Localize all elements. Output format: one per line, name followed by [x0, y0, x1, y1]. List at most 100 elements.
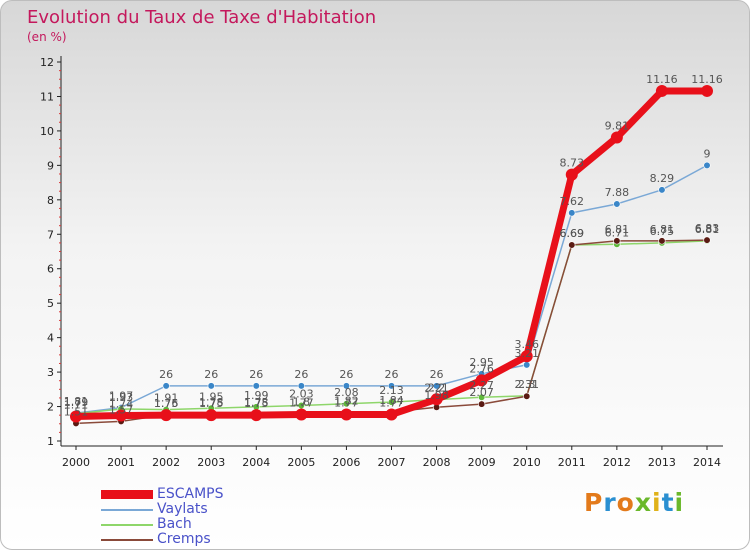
data-label-vaylats: 9 — [704, 147, 711, 160]
data-label-escamps: 8.73 — [560, 157, 585, 170]
data-point-escamps — [340, 408, 353, 421]
data-label-cremps: 1.57 — [109, 403, 134, 416]
legend-swatch-cremps — [101, 539, 153, 541]
data-label-cremps: 1.98 — [424, 389, 449, 402]
data-label-cremps: 1.78 — [244, 396, 269, 409]
data-label-bach: 6.81 — [695, 223, 720, 236]
data-label-escamps: 1.75 — [199, 397, 224, 410]
data-label-escamps: 9.81 — [605, 119, 630, 132]
x-tick-label: 2001 — [107, 456, 135, 469]
data-point-vaylats — [432, 382, 441, 390]
data-label-cremps: 6.69 — [560, 227, 585, 240]
data-point-vaylats — [703, 161, 711, 169]
data-label-bach: 1.93 — [109, 391, 134, 404]
y-tick-label: 9 — [47, 159, 54, 172]
data-label-escamps: 1.77 — [289, 396, 314, 409]
legend-label-escamps: ESCAMPS — [157, 486, 224, 502]
data-point-cremps — [478, 400, 486, 408]
data-point-vaylats — [523, 361, 531, 369]
data-label-bach: 1.95 — [199, 390, 224, 403]
data-label-bach: 1.91 — [154, 392, 179, 405]
y-tick-label: 12 — [40, 56, 54, 69]
data-label-bach: 6.75 — [650, 225, 675, 238]
data-label-vaylats: 7.62 — [560, 195, 585, 208]
data-point-vaylats — [568, 209, 576, 217]
legend-swatch-escamps — [101, 490, 153, 499]
data-label-escamps: 1.75 — [154, 397, 179, 410]
data-label-bach: 2.31 — [514, 378, 539, 391]
data-label-bach: 2.13 — [379, 384, 404, 397]
data-label-escamps: 2.21 — [424, 381, 449, 394]
data-point-escamps — [205, 409, 218, 422]
data-point-vaylats — [297, 382, 305, 390]
logo-letter: r — [603, 488, 617, 517]
x-tick-label: 2014 — [693, 456, 721, 469]
x-tick-label: 2010 — [513, 456, 541, 469]
data-point-escamps — [250, 409, 263, 422]
x-tick-label: 2012 — [603, 456, 631, 469]
y-tick-label: 11 — [40, 90, 54, 103]
data-label-cremps: 6.81 — [605, 223, 630, 236]
data-label-bach: 1.99 — [244, 389, 269, 402]
legend-item-bach: Bach — [101, 516, 261, 532]
data-point-cremps — [523, 392, 531, 400]
data-point-escamps — [295, 408, 308, 421]
logo-letter: i — [652, 488, 662, 517]
logo-letter: x — [634, 488, 652, 517]
data-label-vaylats: 26 — [430, 368, 444, 381]
x-tick-label: 2000 — [62, 456, 90, 469]
x-tick-label: 2013 — [648, 456, 676, 469]
data-point-vaylats — [342, 382, 351, 390]
data-label-cremps: 1.84 — [379, 394, 404, 407]
data-point-escamps — [115, 409, 128, 422]
data-label-vaylats: 8.29 — [650, 172, 675, 185]
data-label-cremps: 1.76 — [154, 397, 179, 410]
data-point-vaylats — [658, 186, 666, 194]
data-label-vaylats: 26 — [249, 368, 263, 381]
data-label-vaylats: 26 — [385, 368, 399, 381]
x-tick-label: 2002 — [152, 456, 180, 469]
data-point-vaylats — [387, 382, 396, 390]
y-tick-label: 7 — [47, 228, 54, 241]
data-point-escamps — [655, 84, 668, 97]
data-label-bach: 6.71 — [605, 226, 630, 239]
data-label-bach: 2.27 — [469, 379, 494, 392]
data-label-escamps: 1.74 — [109, 398, 134, 411]
data-label-cremps: 1.51 — [64, 405, 89, 418]
data-label-escamps: 11.16 — [691, 73, 723, 86]
legend-item-escamps: ESCAMPS — [101, 486, 261, 502]
logo-letter: t — [661, 488, 675, 517]
data-point-escamps — [701, 84, 713, 97]
data-label-bach: 2.03 — [289, 388, 314, 401]
logo-letter: o — [616, 488, 635, 517]
x-tick-label: 2009 — [468, 456, 496, 469]
data-label-vaylats: 1.97 — [109, 390, 134, 403]
chart-subtitle: (en %) — [27, 30, 67, 44]
data-point-escamps — [70, 410, 82, 423]
y-tick-label: 8 — [47, 194, 54, 207]
data-point-cremps — [568, 241, 576, 249]
data-label-vaylats: 26 — [204, 368, 218, 381]
data-point-cremps — [658, 237, 666, 245]
data-point-vaylats — [162, 382, 170, 390]
y-tick-label: 6 — [47, 263, 54, 276]
data-label-vaylats: 1.81 — [64, 395, 89, 408]
data-label-escamps: 1.77 — [334, 396, 359, 409]
data-point-bach — [342, 400, 351, 408]
data-point-escamps — [475, 374, 488, 387]
data-point-cremps — [703, 236, 711, 244]
data-label-cremps: 6.81 — [650, 223, 675, 236]
legend-item-vaylats: Vaylats — [101, 501, 261, 517]
data-point-escamps — [610, 131, 623, 144]
x-tick-label: 2008 — [423, 456, 451, 469]
chart-title: Evolution du Taux de Taxe d'Habitation — [27, 7, 377, 28]
data-label-vaylats: 7.88 — [605, 186, 630, 199]
legend-label-cremps: Cremps — [157, 531, 211, 547]
data-label-bach: 2.08 — [334, 386, 359, 399]
data-label-vaylats: 2.95 — [469, 356, 494, 369]
y-tick-label: 10 — [40, 125, 54, 138]
logo-letter: i — [674, 488, 685, 517]
x-tick-label: 2005 — [287, 456, 315, 469]
data-point-cremps — [613, 237, 621, 245]
